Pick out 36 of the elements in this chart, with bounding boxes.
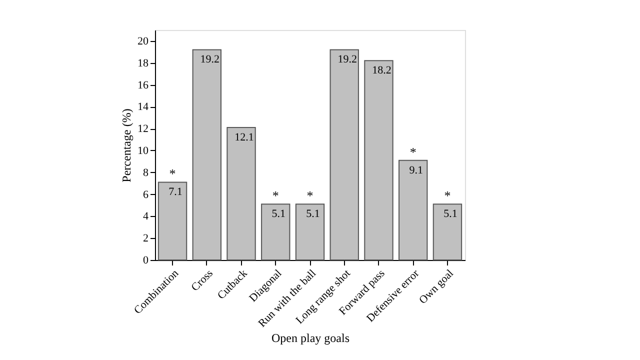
y-tick-label: 14 [138,101,149,114]
y-axis-title: Percentage (%) [120,108,134,182]
bar [226,126,256,260]
annotation: * [272,188,279,204]
data-label: 12.1 [234,131,254,144]
annotation: * [444,188,451,204]
bar [364,60,394,260]
y-tick-label: 0 [143,254,149,266]
y-tick-label: 12 [138,123,148,136]
bar [158,182,188,260]
bar [295,204,325,260]
y-tick-label: 18 [138,57,149,70]
annotation: * [169,166,176,182]
bar [432,204,462,260]
data-label: 5.1 [272,208,286,220]
annotation: * [306,188,314,204]
y-tick-label: 16 [138,79,149,92]
y-tick-label: 8 [143,166,149,179]
x-axis-title: Open play goals [272,331,350,346]
data-label: 19.2 [338,54,357,66]
data-label: 9.1 [409,164,423,176]
annotation: * [410,144,416,160]
data-label: 19.2 [200,54,220,66]
y-tick-label: 20 [138,35,149,48]
bar [398,160,428,260]
bar [192,49,222,260]
data-label: 5.1 [306,208,320,220]
y-tick-label: 10 [138,144,149,157]
data-label: 7.1 [168,186,182,198]
data-label: 5.1 [444,208,458,220]
y-tick-label: 6 [143,188,149,201]
y-tick-label: 4 [143,210,149,223]
bar [330,49,359,260]
data-label: 18.2 [372,64,392,77]
bar [261,204,290,260]
y-tick-label: 2 [143,232,148,245]
